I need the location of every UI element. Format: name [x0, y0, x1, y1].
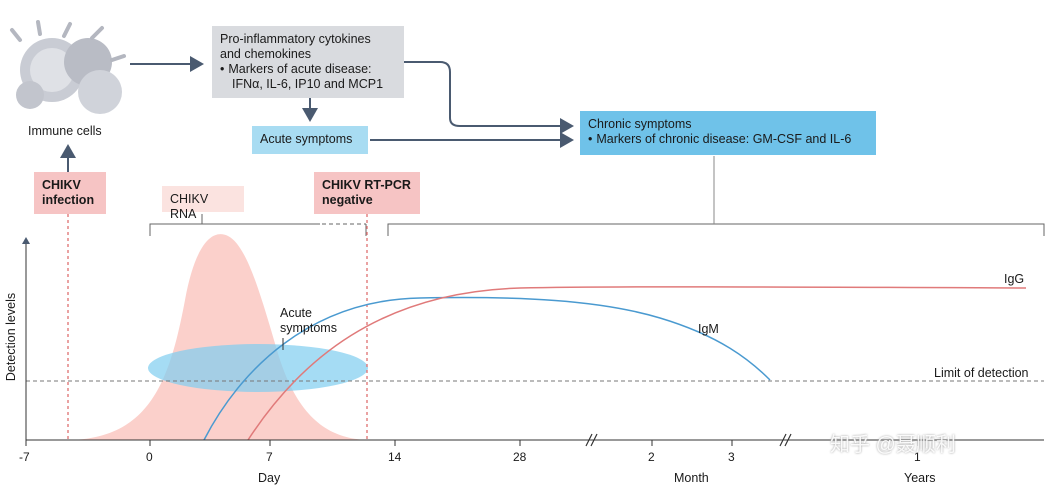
tick-month-3: 3 — [728, 450, 735, 464]
infection-line1: CHIKV — [42, 178, 81, 192]
igg-label: IgG — [1004, 272, 1025, 286]
tick-day-0: 0 — [146, 450, 153, 464]
rtpcr-line2: negative — [322, 193, 373, 207]
tick-day-minus7: -7 — [19, 450, 30, 464]
immune-cells-label: Immune cells — [28, 124, 102, 138]
cytokines-to-chronic-arrow — [404, 61, 574, 134]
acute-label-line1: Acute — [280, 306, 312, 320]
igg-curve — [247, 286, 1027, 441]
acute-symptoms-box: Acute symptoms — [252, 126, 368, 154]
tick-day-7: 7 — [266, 450, 273, 464]
infection-line2: infection — [42, 193, 95, 207]
chikv-rna-curve — [70, 234, 366, 440]
cytokine-line2: and chemokines — [220, 47, 312, 61]
cytokine-bullet: Markers of acute disease: — [220, 62, 396, 77]
month-axis-label: Month — [674, 471, 709, 485]
years-axis-label: Years — [904, 471, 936, 485]
day-axis-label: Day — [258, 471, 281, 485]
cytokine-line1: Pro-inflammatory cytokines — [220, 32, 371, 46]
tick-year-1: 1 — [914, 450, 921, 464]
rtpcr-negative-box: CHIKV RT-PCR negative — [314, 172, 420, 214]
cytokine-box: Pro-inflammatory cytokines and chemokine… — [212, 26, 404, 98]
chronic-title: Chronic symptoms — [588, 117, 692, 131]
rtpcr-line1: CHIKV RT-PCR — [322, 178, 411, 192]
acute-symptoms-ellipse — [148, 344, 368, 392]
igm-curve — [203, 296, 771, 441]
lod-label: Limit of detection — [934, 366, 1029, 380]
igm-label: IgM — [698, 322, 719, 336]
tick-day-28: 28 — [513, 450, 527, 464]
chronic-symptoms-box: Chronic symptoms Markers of chronic dise… — [580, 111, 876, 155]
watermark: 知乎 @聂顺利 — [830, 434, 956, 456]
chronic-markers: Markers of chronic disease: GM-CSF and I… — [588, 132, 868, 147]
acute-label-line2: symptoms — [280, 321, 337, 335]
chikv-infection-box: CHIKV infection — [34, 172, 106, 214]
tick-day-14: 14 — [388, 450, 402, 464]
chikv-rna-box: CHIKV RNA — [162, 186, 244, 221]
tick-month-2: 2 — [648, 450, 655, 464]
cytokine-markers: IFNα, IL-6, IP10 and MCP1 — [232, 77, 384, 91]
y-axis-label: Detection levels — [4, 292, 18, 382]
acute-symptoms-label: Acute symptoms — [280, 306, 337, 336]
immune-cells-illustration — [10, 20, 126, 114]
